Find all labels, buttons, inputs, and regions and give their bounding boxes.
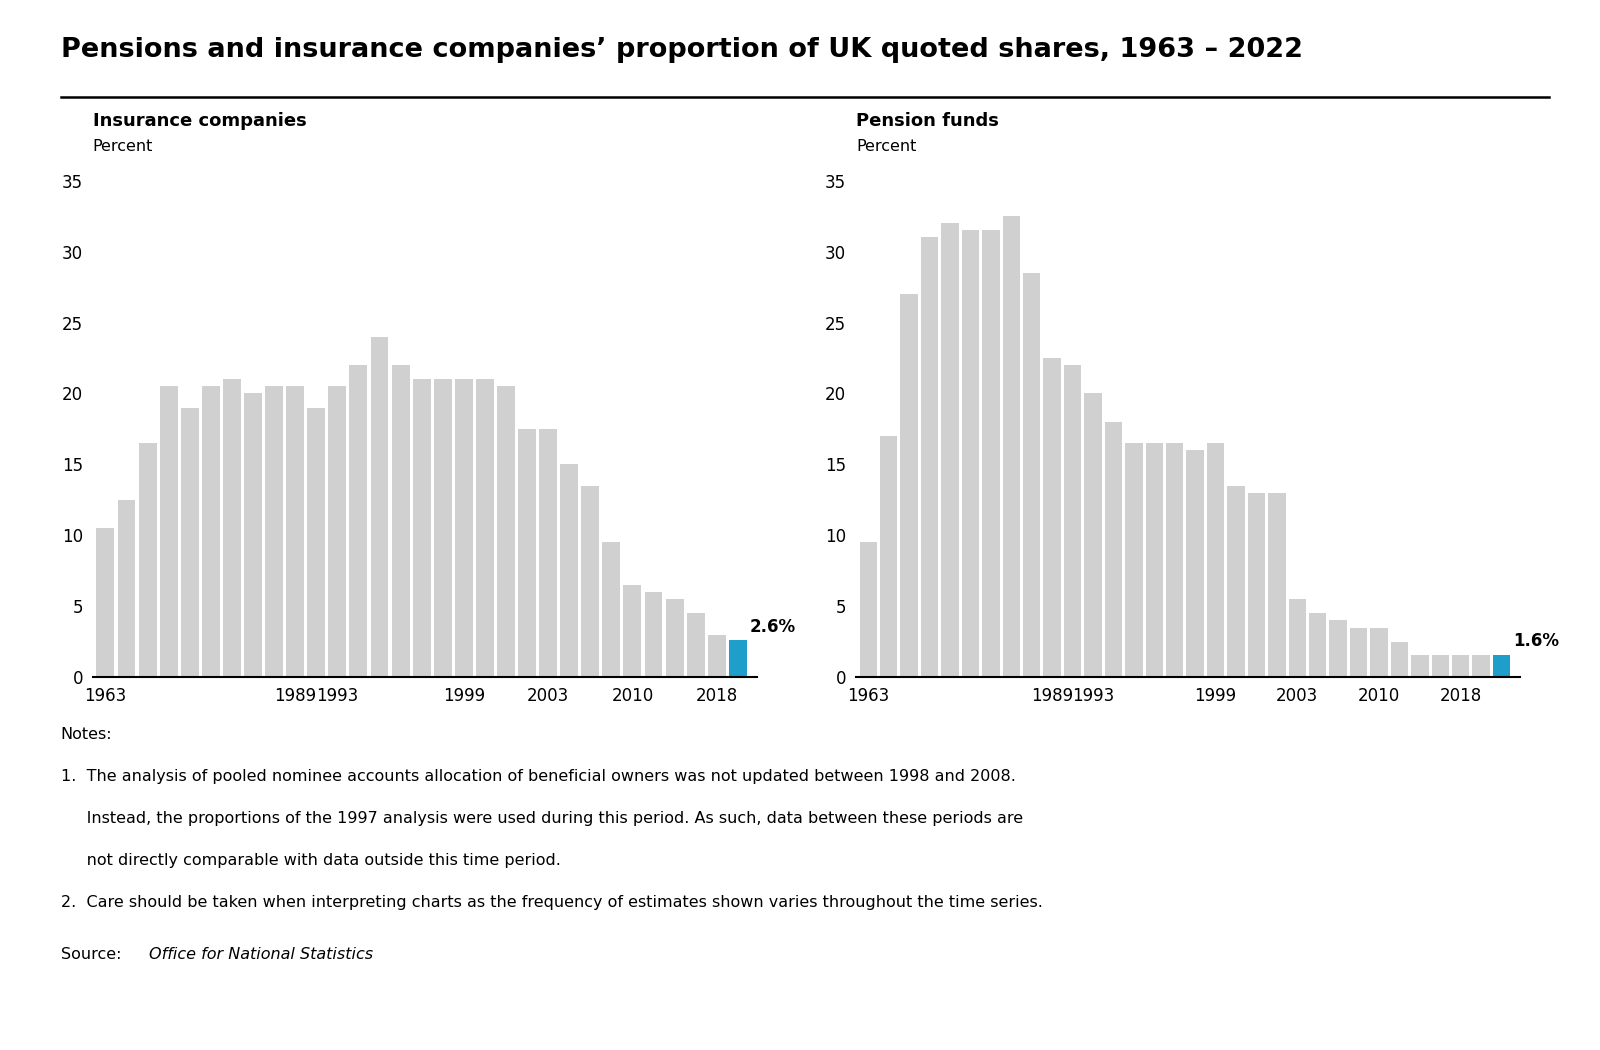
Text: not directly comparable with data outside this time period.: not directly comparable with data outsid… [61,853,560,867]
Bar [1269,492,1285,677]
Bar [117,500,136,677]
Bar [560,464,578,677]
Bar [982,230,1000,677]
Bar [222,379,242,677]
Bar [1370,628,1387,677]
Bar [434,379,451,677]
Bar [1350,628,1368,677]
Bar [880,436,898,677]
Text: 2.  Care should be taken when interpreting charts as the frequency of estimates : 2. Care should be taken when interpretin… [61,895,1043,909]
Bar [624,585,642,677]
Bar [1248,492,1266,677]
Bar [859,543,877,677]
Bar [349,365,368,677]
Bar [498,386,515,677]
Bar [1330,621,1347,677]
Text: Notes:: Notes: [61,727,112,741]
Bar [475,379,494,677]
Bar [1003,216,1019,677]
Bar [307,407,325,677]
Bar [266,386,283,677]
Bar [922,237,938,677]
Bar [730,640,747,677]
Bar [1125,443,1142,677]
Bar [1227,486,1245,677]
Text: Office for National Statistics: Office for National Statistics [149,947,373,962]
Bar [1472,654,1490,677]
Bar [1022,273,1040,677]
Bar [202,386,219,677]
Bar [1064,365,1082,677]
Bar [1493,654,1510,677]
Bar [707,634,726,677]
Bar [581,486,600,677]
Text: 2.6%: 2.6% [750,618,797,636]
Text: Insurance companies: Insurance companies [93,112,307,130]
Bar [160,386,178,677]
Bar [286,386,304,677]
Bar [1453,654,1469,677]
Bar [1206,443,1224,677]
Bar [1146,443,1163,677]
Bar [413,379,430,677]
Bar [139,443,157,677]
Bar [1043,358,1061,677]
Bar [602,543,621,677]
Bar [392,365,410,677]
Text: Pension funds: Pension funds [856,112,998,130]
Bar [539,429,557,677]
Bar [371,337,389,677]
Text: Percent: Percent [856,139,917,153]
Bar [901,294,918,677]
Bar [1288,600,1306,677]
Bar [328,386,346,677]
Text: 1.  The analysis of pooled nominee accounts allocation of beneficial owners was : 1. The analysis of pooled nominee accoun… [61,769,1016,783]
Bar [1411,654,1429,677]
Bar [245,394,262,677]
Bar [1085,394,1102,677]
Text: Source:: Source: [61,947,126,962]
Bar [1166,443,1184,677]
Bar [686,613,704,677]
Bar [1432,654,1450,677]
Bar [645,592,662,677]
Text: 1.6%: 1.6% [1514,632,1560,650]
Bar [1309,613,1326,677]
Bar [1390,642,1408,677]
Bar [941,224,958,677]
Text: Instead, the proportions of the 1997 analysis were used during this period. As s: Instead, the proportions of the 1997 ana… [61,811,1022,825]
Bar [181,407,198,677]
Bar [518,429,536,677]
Bar [96,528,115,677]
Bar [1104,422,1122,677]
Bar [666,600,683,677]
Text: Percent: Percent [93,139,154,153]
Bar [1187,450,1203,677]
Text: Pensions and insurance companies’ proportion of UK quoted shares, 1963 – 2022: Pensions and insurance companies’ propor… [61,37,1302,63]
Bar [454,379,472,677]
Bar [962,230,979,677]
